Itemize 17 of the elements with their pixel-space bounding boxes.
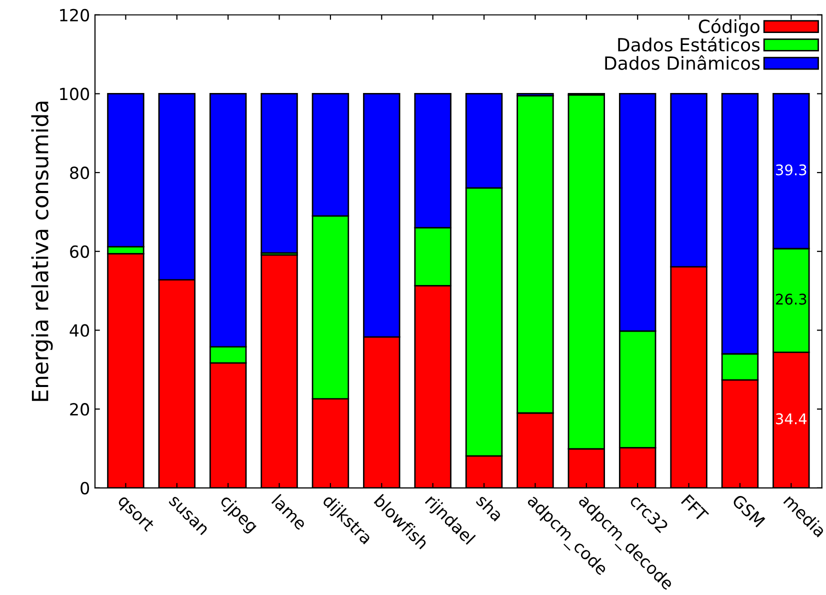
y-tick-label: 80 <box>70 166 90 180</box>
legend-label: Dados Estáticos <box>618 36 760 52</box>
legend-label: Código <box>698 18 760 37</box>
y-tick-label: 0 <box>80 482 90 494</box>
y-axis-title: Energia relativa consumida <box>31 102 53 401</box>
data-label: 34.4 <box>776 413 807 424</box>
y-tick-label: 120 <box>60 8 90 22</box>
x-tick-label: sha <box>476 493 504 522</box>
y-tick-label: 20 <box>70 403 90 416</box>
bar <box>260 93 298 254</box>
x-tick-label: FFT <box>680 494 709 522</box>
legend-label: Dados Dinâmicos <box>605 55 760 70</box>
y-tick-label: 100 <box>60 88 90 100</box>
data-label: 39.3 <box>776 164 806 176</box>
data-label: 26.3 <box>776 294 806 305</box>
y-tick-label: 60 <box>70 245 90 258</box>
y-tick-label: 40 <box>70 324 90 337</box>
